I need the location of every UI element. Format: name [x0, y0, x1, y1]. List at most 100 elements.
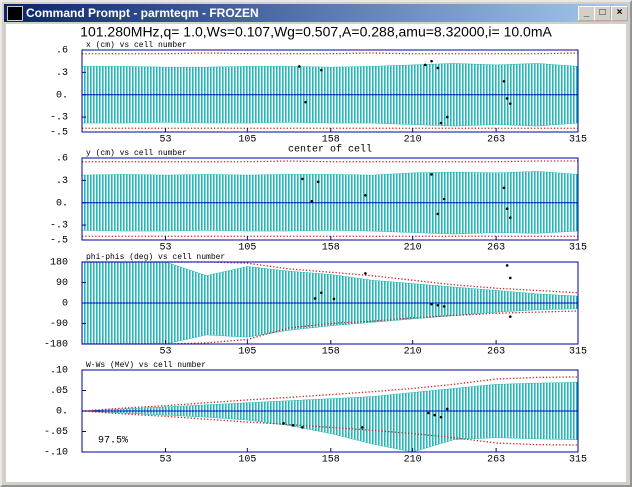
lost-particle: [310, 199, 314, 203]
lost-particle: [439, 415, 443, 419]
y-tick-label: -.3: [50, 221, 68, 232]
lost-particle: [430, 173, 433, 176]
window-title: Command Prompt - parmteqm - FROZEN: [26, 6, 259, 20]
x-tick-label: 263: [487, 347, 505, 358]
lost-particle: [446, 115, 449, 119]
y-tick-label: 0.: [56, 90, 68, 101]
x-tick-label: 315: [569, 135, 587, 146]
header: 101.280MHz,q= 1.0,Ws=0.107,Wg=0.507,A=0.…: [80, 24, 552, 40]
x-tick-label: 263: [487, 455, 505, 466]
x-tick-label: 158: [322, 347, 340, 358]
envelope-line: [82, 160, 578, 163]
x-tick-label: 105: [238, 347, 256, 358]
close-button[interactable]: ×: [611, 6, 628, 21]
plot-area: 101.280MHz,q= 1.0,Ws=0.107,Wg=0.507,A=0.…: [6, 24, 626, 482]
x-tick-label: 105: [238, 243, 256, 254]
y-tick-label: .3: [56, 68, 68, 79]
lost-particle: [364, 193, 367, 197]
title-bar: Command Prompt - parmteqm - FROZEN _ □ ×: [4, 4, 628, 22]
y-tick-label: .10: [50, 366, 68, 377]
lost-particle: [436, 303, 440, 307]
y-tick-label: -180: [44, 340, 68, 351]
lost-particle: [320, 68, 323, 72]
x-tick-label: 210: [404, 455, 422, 466]
lost-particle: [332, 297, 336, 301]
lost-particle: [301, 177, 304, 181]
x-tick-label: 315: [569, 347, 587, 358]
x-tick-label: 210: [404, 243, 422, 254]
x-tick-label: 263: [487, 135, 505, 146]
lost-particle: [508, 315, 512, 318]
maximize-button[interactable]: □: [594, 6, 611, 21]
lost-particle: [436, 66, 440, 70]
lost-particle: [505, 207, 509, 210]
lost-particle: [423, 63, 427, 67]
annotation: 97.5%: [98, 436, 128, 447]
y-tick-label: 0: [62, 299, 68, 310]
lost-particle: [360, 426, 364, 429]
lost-particle: [508, 102, 512, 105]
x-tick-label: 53: [159, 135, 171, 146]
x-tick-label: 158: [322, 455, 340, 466]
y-tick-label: 0.: [56, 198, 68, 209]
lost-particle: [427, 411, 430, 415]
panel-title: y (cm) vs cell number: [86, 149, 187, 158]
x-tick-label: 210: [404, 347, 422, 358]
panel-title: phi-phis (deg) vs cell number: [86, 253, 225, 262]
lost-particle: [297, 65, 301, 68]
envelope-line: [82, 52, 579, 55]
envelope-line: [81, 410, 579, 446]
lost-particle: [304, 100, 307, 104]
x-tick-label: 315: [569, 455, 587, 466]
y-tick-label: -.10: [44, 448, 68, 459]
lost-particle: [364, 272, 367, 275]
x-tick-label: 210: [404, 135, 422, 146]
lost-particle: [508, 276, 512, 280]
plot-frame: [81, 157, 579, 241]
x-tick-label: 263: [487, 243, 505, 254]
lost-particle: [439, 121, 443, 125]
lost-particle: [502, 80, 506, 83]
lost-particle: [301, 426, 304, 429]
lost-particle: [282, 422, 285, 425]
lost-particle: [316, 180, 320, 184]
y-tick-label: .05: [50, 386, 68, 397]
particle-band: [81, 382, 579, 453]
y-tick-label: -.05: [44, 427, 68, 438]
y-tick-label: .3: [56, 176, 68, 187]
x-tick-label: 105: [238, 455, 256, 466]
x-tick-label: 158: [322, 243, 340, 254]
x-tick-label: 315: [569, 243, 587, 254]
app-icon: [7, 6, 23, 21]
x-tick-label: 53: [159, 455, 171, 466]
x-axis-label: center of cell: [288, 144, 372, 156]
panel-title: W-Ws (MeV) vs cell number: [86, 361, 206, 370]
lost-particle: [505, 97, 509, 100]
x-tick-label: 158: [322, 135, 340, 146]
minimize-button[interactable]: _: [578, 6, 595, 21]
lost-particle: [446, 407, 449, 411]
y-tick-label: 0.: [56, 407, 68, 418]
lost-particle: [430, 302, 433, 306]
y-tick-label: -.5: [50, 128, 68, 139]
y-tick-label: 180: [50, 258, 68, 269]
lost-particle: [502, 186, 506, 190]
lost-particle: [436, 212, 440, 216]
lost-particle: [430, 59, 433, 63]
lost-particle: [508, 216, 512, 219]
lost-particle: [505, 264, 509, 267]
lost-particle: [313, 297, 317, 300]
x-tick-label: 105: [238, 135, 256, 146]
lost-particle: [291, 424, 295, 427]
envelope-line: [81, 376, 579, 412]
plot-frame: [81, 49, 579, 133]
lost-particle: [442, 197, 446, 201]
lost-particle: [442, 305, 446, 308]
y-tick-label: .6: [56, 154, 68, 165]
y-tick-label: -90: [50, 319, 68, 330]
y-tick-label: .6: [56, 46, 68, 57]
lost-particle: [320, 291, 323, 295]
lost-particle: [433, 413, 437, 417]
panel-title: x (cm) vs cell number: [86, 41, 187, 50]
